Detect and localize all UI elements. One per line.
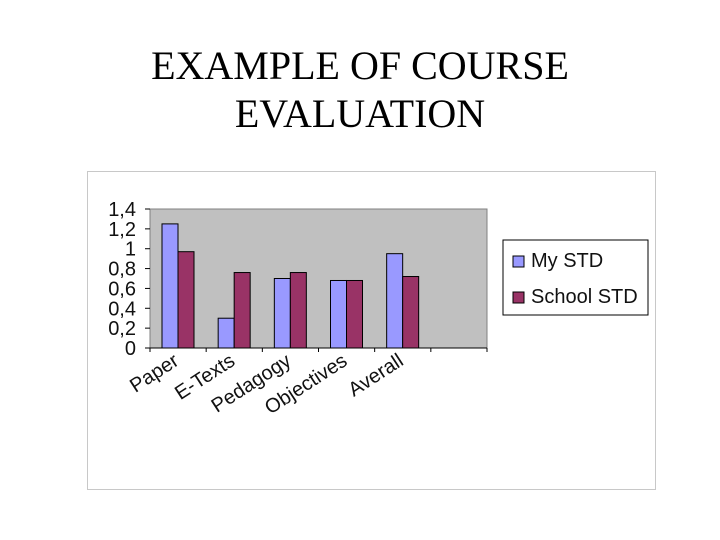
bar-my-std-averall bbox=[386, 253, 404, 349]
y-axis-ticks: 00,20,40,60,811,21,4 bbox=[108, 199, 150, 360]
bar-school-std-objectives bbox=[346, 279, 363, 349]
y-tick-label: 0,6 bbox=[108, 278, 136, 300]
legend: My STD School STD bbox=[502, 239, 649, 316]
title-line-1: EXAMPLE OF COURSE bbox=[151, 43, 569, 88]
bar-school-std-averall bbox=[402, 276, 420, 349]
bar-school-std-e-texts bbox=[233, 272, 251, 349]
legend-box bbox=[502, 239, 649, 316]
legend-swatch-school-std bbox=[512, 291, 525, 304]
y-tick-label: 1 bbox=[125, 239, 136, 261]
legend-label-my-std: My STD bbox=[531, 250, 603, 272]
bar-my-std-pedagogy bbox=[273, 278, 291, 349]
y-tick-label: 0 bbox=[125, 338, 136, 360]
bar-my-std-e-texts bbox=[217, 317, 235, 349]
y-tick-label: 0,8 bbox=[108, 259, 136, 281]
legend-swatch-my-std bbox=[512, 255, 525, 268]
y-tick-label: 1,2 bbox=[108, 219, 136, 241]
bar-school-std-pedagogy bbox=[289, 272, 307, 349]
legend-label-school-std: School STD bbox=[531, 286, 638, 308]
bar-school-std-paper bbox=[177, 251, 195, 349]
bars bbox=[161, 223, 420, 349]
x-category-label: Averall bbox=[345, 350, 408, 402]
bar-my-std-paper bbox=[161, 223, 179, 349]
bar-my-std-objectives bbox=[330, 279, 347, 349]
plot-area bbox=[149, 208, 488, 349]
y-tick-label: 0,2 bbox=[108, 318, 136, 340]
slide-title: EXAMPLE OF COURSE EVALUATION bbox=[0, 42, 720, 138]
y-tick-label: 1,4 bbox=[108, 199, 136, 221]
title-line-2: EVALUATION bbox=[234, 91, 486, 136]
y-tick-label: 0,4 bbox=[108, 298, 136, 320]
